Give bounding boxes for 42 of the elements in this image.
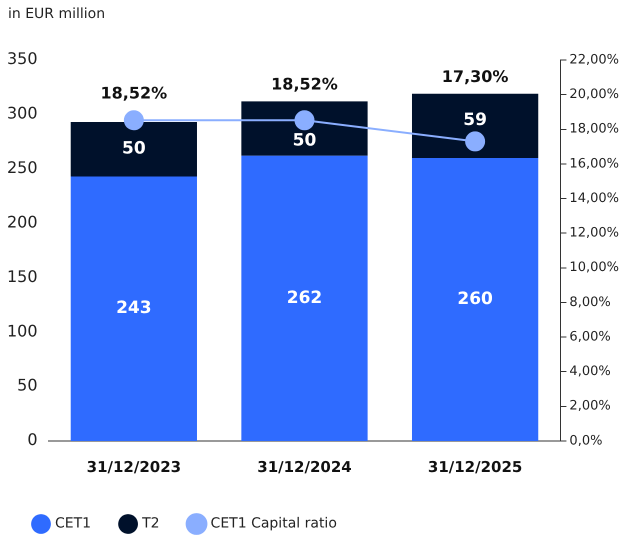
- data-label: 18,52%: [271, 74, 338, 94]
- bar: [70, 176, 197, 441]
- bar: [412, 94, 538, 158]
- y-tick-label: 150: [6, 266, 38, 286]
- y2-tick-label: 6,00%: [569, 329, 611, 344]
- x-tick-label: 31/12/2023: [86, 458, 182, 476]
- data-label: 18,52%: [100, 83, 168, 102]
- y2-tick-label: 0,0%: [569, 433, 602, 448]
- y-tick-label: 0: [27, 430, 38, 450]
- data-label: 17,30%: [442, 66, 508, 86]
- bar: [70, 122, 197, 176]
- data-label: 262: [286, 288, 322, 308]
- x-tick-label: 31/12/2024: [257, 458, 352, 476]
- data-label: 59: [463, 110, 487, 130]
- legend-label: CET1 Capital ratio: [210, 516, 337, 532]
- legend-label: T2: [141, 516, 160, 532]
- y2-tick-label: 14,00%: [569, 190, 620, 206]
- data-label: 243: [116, 298, 152, 318]
- data-label: 260: [457, 288, 494, 309]
- y-tick-label: 300: [6, 104, 38, 123]
- y2-tick-label: 12,00%: [569, 226, 620, 241]
- y-tick-label: 50: [17, 376, 38, 395]
- y2-tick-label: 8,00%: [569, 294, 611, 310]
- y-tick-label: 200: [6, 212, 38, 232]
- bar: [412, 158, 538, 441]
- x-tick-label: 31/12/2025: [428, 458, 522, 476]
- y2-tick-label: 18,00%: [569, 122, 620, 137]
- data-label: 50: [292, 130, 316, 151]
- bar: [241, 101, 368, 156]
- y2-tick-label: 20,00%: [569, 87, 620, 102]
- bar: [241, 156, 368, 441]
- y2-tick-label: 2,00%: [569, 398, 611, 414]
- data-label: 50: [122, 138, 146, 159]
- y-tick-label: 100: [6, 321, 38, 340]
- y2-tick-label: 16,00%: [569, 156, 620, 172]
- legend-label: CET1: [55, 516, 92, 532]
- y2-tick-label: 22,00%: [569, 52, 620, 68]
- y-tick-label: 250: [6, 158, 38, 178]
- y-axis-title: in EUR million: [8, 6, 106, 22]
- y2-tick-label: 4,00%: [569, 364, 611, 380]
- y-tick-label: 350: [6, 49, 38, 68]
- y2-tick-label: 10,00%: [569, 260, 620, 276]
